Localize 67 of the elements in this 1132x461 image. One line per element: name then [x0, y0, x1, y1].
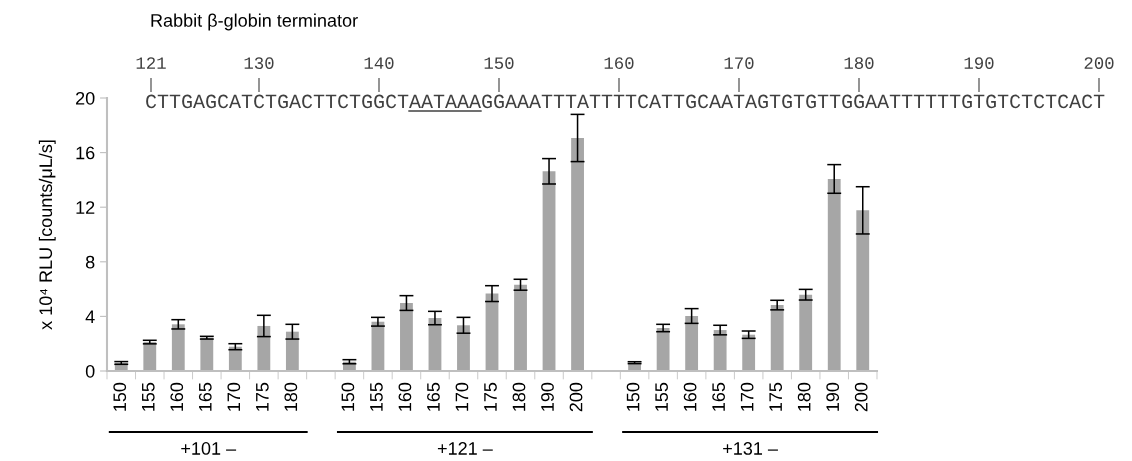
x-tick-label: 190	[826, 382, 840, 411]
x-tick-label: 165	[712, 382, 725, 411]
x-tick-label: 165	[198, 382, 212, 411]
bar	[742, 334, 756, 371]
bar	[770, 305, 784, 371]
bar	[542, 171, 556, 371]
x-tick-label: 150	[626, 382, 640, 411]
x-tick-label: 180	[512, 382, 526, 411]
x-tick-label: 155	[655, 382, 668, 411]
bar	[171, 324, 185, 371]
x-tick-label: 175	[484, 382, 497, 411]
bar	[200, 337, 214, 371]
x-tick-label: 200	[569, 382, 583, 412]
bar	[457, 325, 470, 371]
y-tick-label: 8	[85, 255, 95, 269]
y-tick-label: 20	[76, 91, 95, 105]
bar	[856, 210, 870, 371]
bar	[400, 303, 413, 371]
x2-tick-label: 150	[484, 57, 514, 70]
x-tick-label: 160	[170, 382, 184, 411]
x-tick-label: 160	[683, 382, 697, 411]
annotation: AATAAA	[409, 94, 481, 108]
annotation: CTTGAGCATCTGACTTCTGGCT	[146, 94, 409, 109]
x-tick-label: 150	[341, 382, 355, 411]
text: +131 –	[723, 442, 778, 455]
x-tick-label: 155	[370, 382, 383, 411]
x2-tick-label: 170	[724, 57, 754, 70]
bar	[143, 342, 157, 371]
text: +101 –	[181, 442, 237, 455]
x2-tick-label: 130	[244, 57, 274, 70]
x-tick-label: 160	[398, 382, 412, 411]
bar	[656, 328, 670, 371]
x-tick-label: 175	[769, 382, 783, 411]
y-tick-label: 16	[76, 146, 95, 160]
x2-tick-label: 140	[364, 57, 394, 70]
bar	[285, 331, 299, 371]
x2-tick-label: 180	[844, 57, 874, 70]
bar	[257, 325, 271, 371]
y-axis-title: x 10⁴ RLU [counts/μL/s]	[38, 140, 56, 330]
x-tick-label: 150	[113, 382, 127, 411]
x-tick-label: 165	[427, 382, 440, 411]
bar	[571, 137, 584, 371]
bar	[685, 315, 699, 371]
y-tick-label: 12	[76, 201, 95, 214]
text: +121 –	[437, 442, 493, 455]
x2-tick-label: 160	[604, 57, 634, 70]
x2-tick-label: 200	[1084, 57, 1114, 70]
x-tick-label: 170	[455, 382, 469, 411]
y-tick-label: 4	[85, 310, 95, 323]
x-tick-label: 200	[854, 382, 868, 412]
x-tick-label: 170	[740, 382, 754, 411]
y-tick-label: 0	[85, 364, 95, 378]
bar	[228, 346, 242, 371]
bar	[799, 294, 813, 371]
x2-tick-label: 190	[964, 57, 994, 70]
annotation: GGAAATTTATTTTCATTGCAATAGTGTGTTGGAATTTTTTGTGTCTCTCACT	[482, 94, 1105, 109]
chart-title: Rabbit β-globin terminator	[151, 13, 358, 31]
x-tick-label: 155	[142, 382, 155, 411]
x2-tick-label: 121	[136, 57, 166, 69]
bar	[713, 330, 727, 371]
x-tick-label: 180	[284, 382, 298, 411]
x-tick-label: 170	[227, 382, 241, 411]
x-tick-label: 190	[541, 382, 554, 411]
x-tick-label: 180	[797, 382, 811, 411]
bar	[514, 284, 527, 371]
x-tick-label: 175	[256, 382, 269, 411]
bar	[827, 178, 841, 371]
